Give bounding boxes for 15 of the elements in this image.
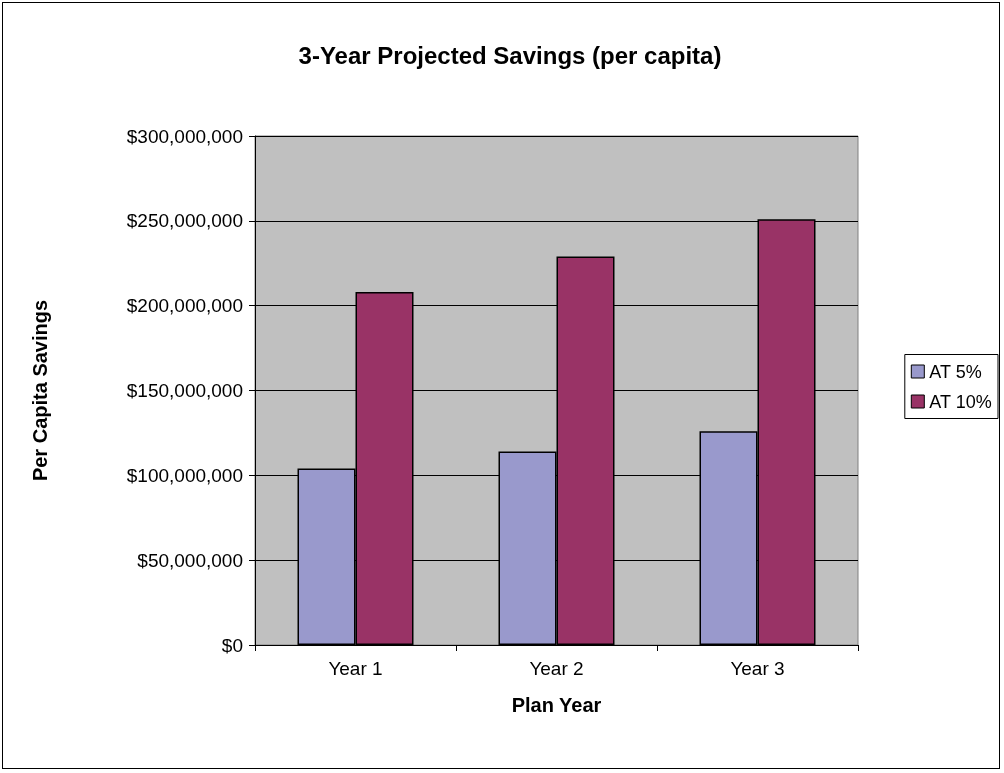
x-axis-title: Plan Year (511, 694, 602, 716)
y-tick-label: $300,000,000 (126, 125, 243, 147)
x-tick-label: Year 3 (730, 658, 785, 679)
y-tick-label: $250,000,000 (126, 210, 243, 232)
legend-label: AT 5% (929, 361, 982, 382)
y-tick-label: $100,000,000 (126, 464, 243, 486)
legend-label: AT 10% (929, 391, 992, 412)
y-tick-label: $200,000,000 (126, 295, 243, 317)
y-axis-title: Per Capita Savings (29, 299, 51, 482)
chart-title: 3-Year Projected Savings (per capita) (298, 41, 722, 69)
x-tick-label: Year 1 (328, 658, 383, 679)
y-tick-label: $50,000,000 (137, 549, 243, 571)
y-tick-label: $150,000,000 (126, 380, 243, 401)
y-tick-label: $0 (221, 634, 243, 656)
x-tick-label: Year 2 (529, 658, 584, 679)
